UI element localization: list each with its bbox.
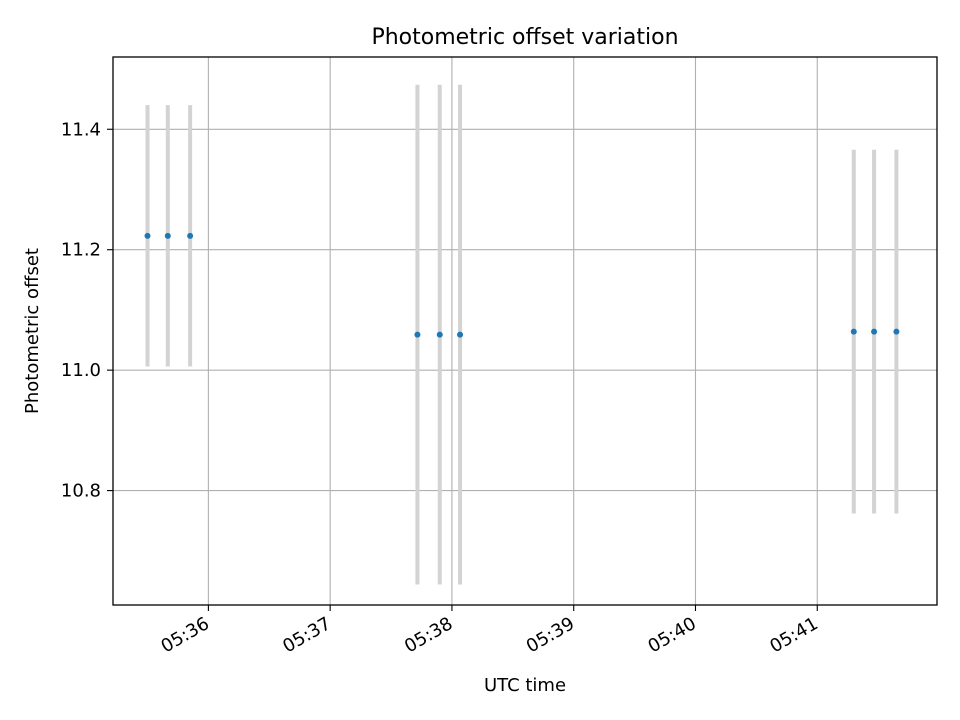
data-point — [893, 328, 900, 335]
y-axis-label: Photometric offset — [22, 248, 43, 414]
data-points — [144, 232, 900, 338]
axes-frame — [112, 56, 938, 606]
grid-lines — [113, 57, 937, 605]
data-point — [871, 328, 878, 335]
y-axis-ticks: 10.8 11.0 11.2 11.4 — [61, 119, 113, 502]
data-point — [436, 331, 443, 338]
y-tick-label: 11.0 — [61, 360, 101, 381]
chart-title: Photometric offset variation — [371, 25, 678, 50]
y-tick-label: 11.4 — [61, 119, 101, 140]
data-point — [850, 328, 857, 335]
data-point — [164, 232, 171, 239]
data-point — [187, 232, 194, 239]
y-tick-label: 11.2 — [61, 240, 101, 261]
data-point — [414, 331, 421, 338]
data-point — [457, 331, 464, 338]
x-axis-label: UTC time — [484, 675, 566, 696]
data-point — [144, 232, 151, 239]
y-tick-label: 10.8 — [61, 481, 101, 502]
